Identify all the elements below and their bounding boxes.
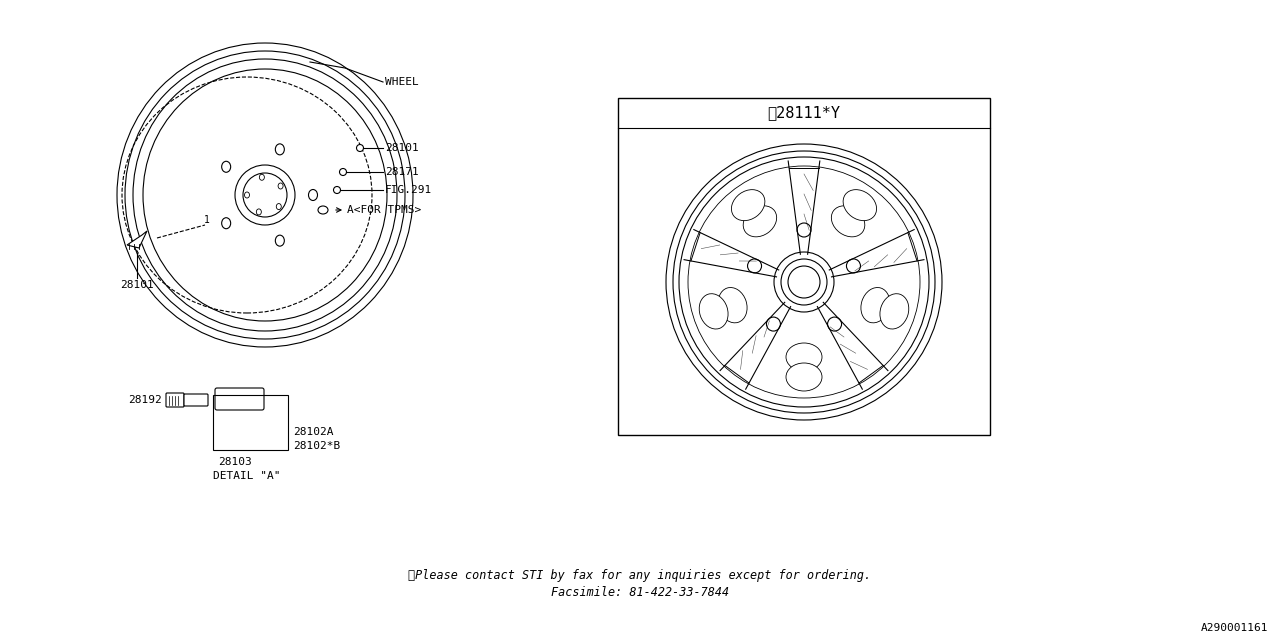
- Circle shape: [334, 186, 340, 193]
- Ellipse shape: [731, 189, 765, 221]
- Text: 28101: 28101: [385, 143, 419, 153]
- Text: 28192: 28192: [128, 395, 163, 405]
- Polygon shape: [127, 231, 147, 248]
- Text: 28103: 28103: [218, 457, 252, 467]
- Bar: [212, 395, 288, 450]
- Ellipse shape: [786, 343, 822, 371]
- Ellipse shape: [699, 294, 728, 329]
- Text: DETAIL "A": DETAIL "A": [212, 471, 280, 481]
- Text: A<FOR TPMS>: A<FOR TPMS>: [347, 205, 421, 215]
- FancyBboxPatch shape: [215, 388, 264, 410]
- Text: WHEEL: WHEEL: [385, 77, 419, 87]
- Text: 28102A: 28102A: [293, 427, 334, 437]
- Text: 28102*B: 28102*B: [293, 441, 340, 451]
- Ellipse shape: [718, 287, 748, 323]
- Ellipse shape: [844, 189, 877, 221]
- Ellipse shape: [831, 206, 865, 237]
- Text: FIG.291: FIG.291: [385, 185, 433, 195]
- Text: ※Please contact STI by fax for any inquiries except for ordering.: ※Please contact STI by fax for any inqui…: [408, 568, 872, 582]
- FancyBboxPatch shape: [184, 394, 207, 406]
- FancyBboxPatch shape: [166, 393, 184, 407]
- Text: Facsimile: 81-422-33-7844: Facsimile: 81-422-33-7844: [550, 586, 730, 600]
- Ellipse shape: [879, 294, 909, 329]
- Circle shape: [357, 145, 364, 152]
- Text: A290001161: A290001161: [1201, 623, 1268, 633]
- Text: ※28111*Y: ※28111*Y: [768, 106, 841, 120]
- Text: 28101: 28101: [120, 280, 154, 290]
- Text: 28171: 28171: [385, 167, 419, 177]
- Circle shape: [339, 168, 347, 175]
- Bar: [618, 98, 989, 435]
- Text: 1: 1: [204, 215, 210, 225]
- Ellipse shape: [744, 206, 777, 237]
- Ellipse shape: [861, 287, 890, 323]
- Ellipse shape: [786, 363, 822, 391]
